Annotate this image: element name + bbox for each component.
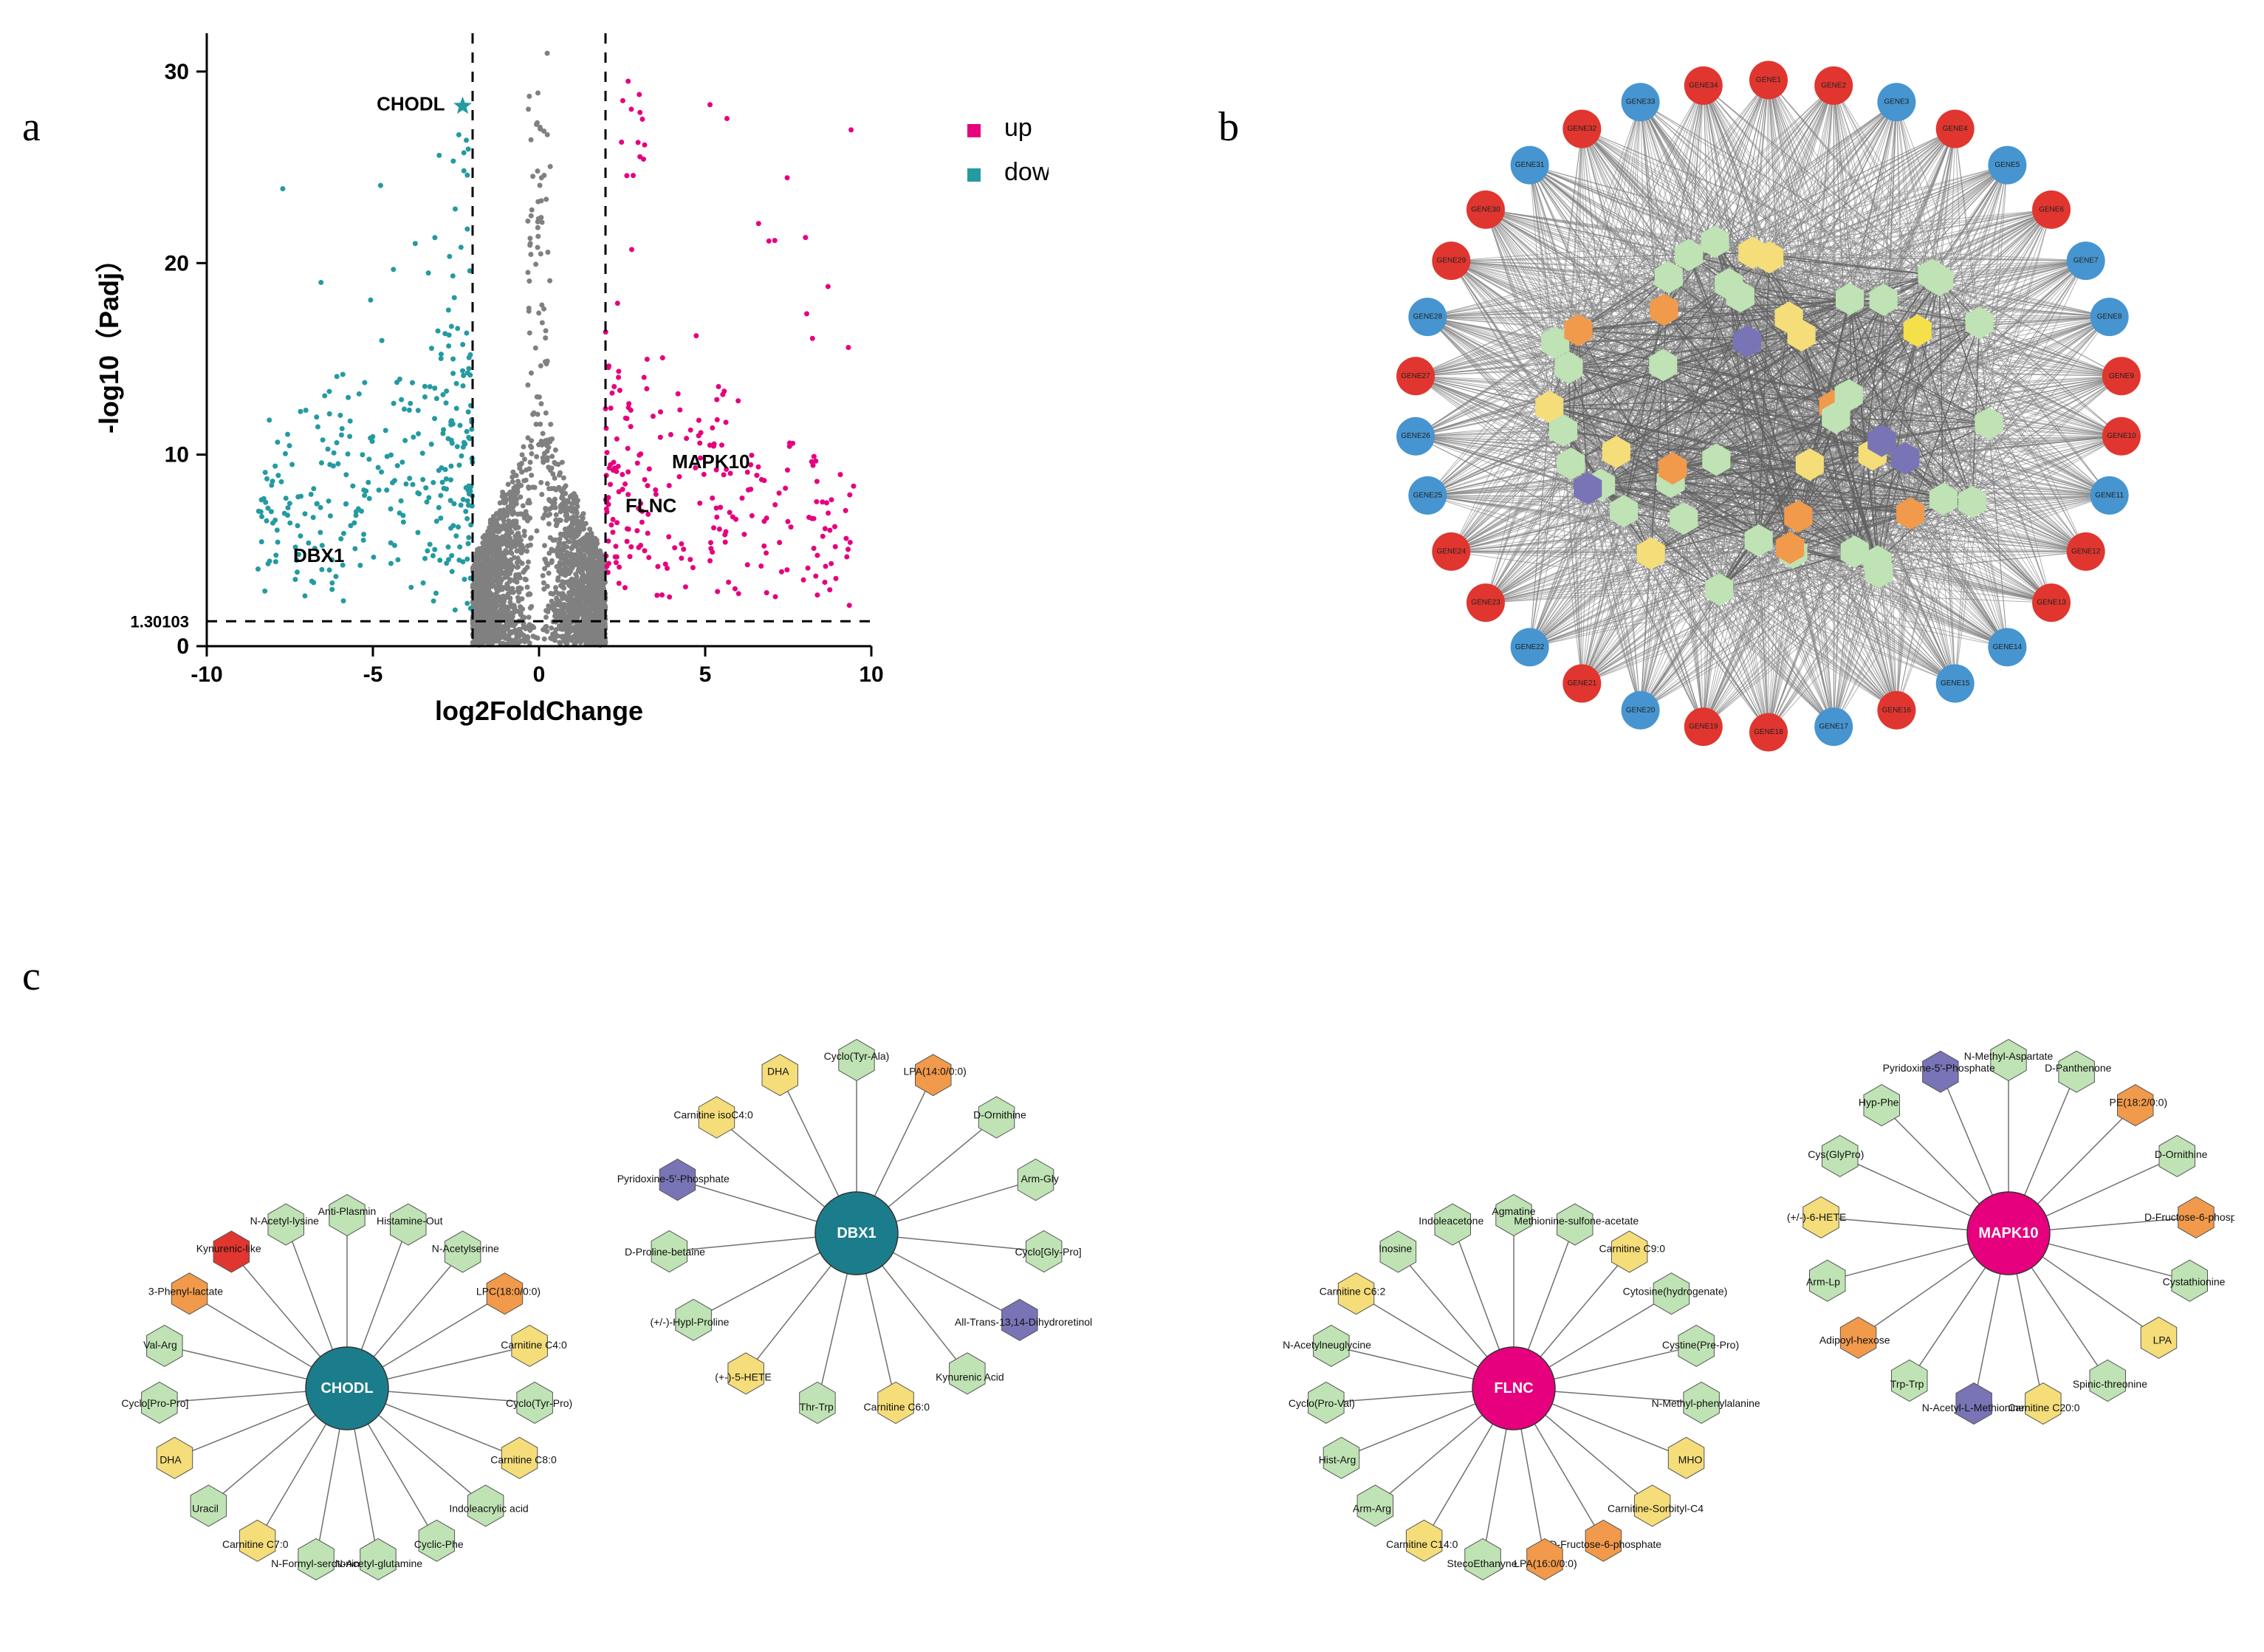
svg-text:1.30103: 1.30103 <box>130 612 189 631</box>
svg-text:10: 10 <box>165 443 189 467</box>
svg-text:up: up <box>1004 114 1032 142</box>
panel-c-star-networks: Anti-PlasminHistamine-OutN-AcetylserineL… <box>30 871 2234 1628</box>
svg-text:5: 5 <box>699 662 712 687</box>
figure-root: a -10-5051001020301.30103log2FoldChange-… <box>0 0 2264 1652</box>
panel-a-volcano: -10 -5 0 5 10 0 10 20 30 1.30103 log2FoldChange -lo… <box>74 18 1049 738</box>
svg-text:log2FoldChange: log2FoldChange <box>435 696 643 726</box>
svg-text:-10: -10 <box>191 662 222 687</box>
svg-text:-5: -5 <box>363 662 383 687</box>
svg-text:DBX1: DBX1 <box>293 544 344 566</box>
svg-text:down: down <box>1004 158 1049 186</box>
svg-text:10: 10 <box>859 662 883 687</box>
svg-text:0: 0 <box>176 634 189 659</box>
svg-text:20: 20 <box>165 251 189 275</box>
panel-b-network: GENE1GENE2GENE3GENE4GENE5GENE6GENE7GENE8… <box>1285 7 2252 809</box>
svg-text:MAPK10: MAPK10 <box>672 450 749 473</box>
svg-text:CHODL: CHODL <box>377 93 445 115</box>
svg-text:-log10（Padj）: -log10（Padj） <box>94 246 124 433</box>
svg-text:0: 0 <box>533 662 546 687</box>
svg-text:30: 30 <box>165 60 189 84</box>
panel-a-label: a <box>22 103 41 151</box>
panel-b-label: b <box>1218 103 1239 151</box>
svg-text:FLNC: FLNC <box>625 494 677 516</box>
